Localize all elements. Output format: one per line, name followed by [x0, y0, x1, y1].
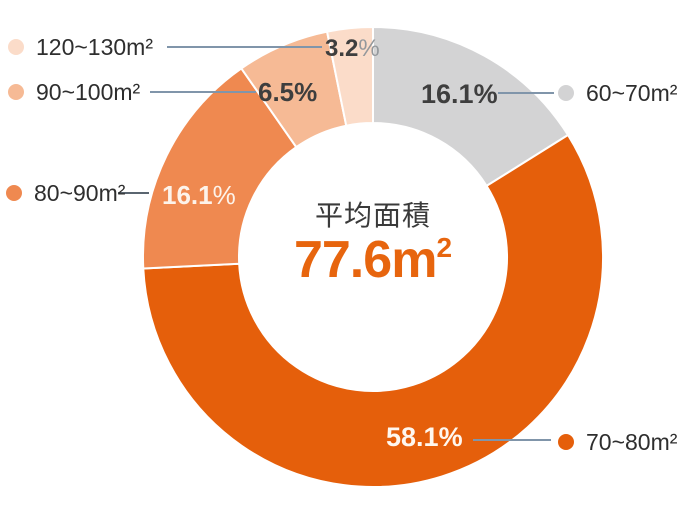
- pct-value: 58.1: [386, 422, 439, 452]
- center-value: 77.6m2: [241, 231, 505, 294]
- pct-label-90-100: 6.5%: [258, 77, 317, 108]
- legend-item-70-80: 70~80m²: [558, 429, 677, 455]
- pct-value: 3.2: [325, 35, 359, 62]
- legend-dot-90-100: [8, 84, 24, 100]
- pct-suffix: %: [294, 77, 318, 107]
- pct-label-70-80: 58.1%: [386, 422, 463, 453]
- legend-label-90-100: 90~100m²: [36, 79, 141, 105]
- center-value-unit: m: [391, 231, 437, 289]
- legend-label-70-80: 70~80m²: [586, 429, 678, 455]
- legend-item-80-90: 80~90m²: [6, 180, 125, 206]
- donut-segment-70~80m²: [142, 133, 604, 488]
- legend-item-60-70: 60~70m²: [558, 80, 677, 106]
- legend-dot-80-90: [6, 185, 22, 201]
- pct-value: 6.5: [258, 77, 295, 107]
- center-value-number: 77.6: [293, 231, 392, 289]
- connector-line-70-80: [473, 439, 551, 441]
- pct-label-120-130: 3.2%: [325, 35, 380, 63]
- pct-value: 16.1: [162, 180, 213, 210]
- legend-dot-120-130: [8, 39, 24, 55]
- donut-svg: [142, 26, 604, 488]
- pct-suffix: %: [212, 180, 236, 210]
- donut-segment-120~130m²: [326, 26, 374, 127]
- pct-suffix: %: [473, 79, 498, 109]
- legend-label-60-70: 60~70m²: [586, 80, 678, 106]
- legend-dot-70-80: [558, 434, 574, 450]
- pct-value: 16.1: [421, 79, 474, 109]
- legend-label-120-130: 120~130m²: [36, 34, 153, 60]
- pct-suffix: %: [438, 422, 463, 452]
- connector-line-60-70: [498, 92, 554, 94]
- legend-item-90-100: 90~100m²: [8, 79, 140, 105]
- center-title: 平均面積: [314, 200, 431, 231]
- pct-label-80-90: 16.1%: [162, 180, 236, 211]
- center-value-superscript: 2: [436, 232, 453, 263]
- connector-line-80-90: [118, 192, 149, 194]
- legend-dot-60-70: [558, 85, 574, 101]
- pct-suffix: %: [358, 35, 380, 62]
- connector-line-90-100: [150, 91, 256, 93]
- pct-label-60-70: 16.1%: [421, 79, 498, 110]
- connector-line-120-130: [167, 46, 322, 48]
- legend-label-80-90: 80~90m²: [34, 180, 126, 206]
- center-text: 平均面積 77.6m2: [241, 199, 505, 294]
- legend-item-120-130: 120~130m²: [8, 34, 153, 60]
